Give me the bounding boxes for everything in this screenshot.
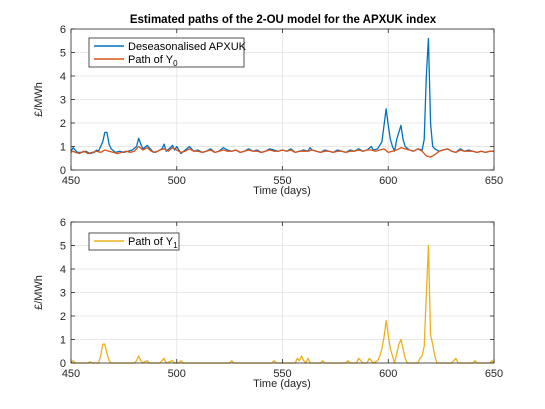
top-y-tick-label-4: 4 — [60, 71, 66, 83]
legend-label-y0-base: Path of Y — [128, 54, 174, 66]
legend-label-y0-sub: 0 — [173, 59, 178, 68]
top-y-tick-label-2: 2 — [60, 118, 66, 130]
bottom-x-axis-label: Time (days) — [253, 378, 311, 390]
top-legend-box — [88, 37, 245, 68]
top-chart: Estimated paths of the 2-OU model for th… — [33, 14, 503, 197]
bottom-y-tick-label-4: 4 — [60, 264, 66, 276]
top-x-tick-label-550: 550 — [273, 175, 291, 187]
top-y-tick-label-3: 3 — [60, 95, 66, 107]
bottom-grid — [71, 222, 494, 363]
top-y-axis-label: £/MWh — [33, 82, 45, 117]
top-series-line-1 — [70, 145, 494, 158]
legend-label-y1: Path of Y1 — [128, 236, 178, 250]
bottom-y-tick-label-3: 3 — [60, 288, 66, 300]
bottom-y-tick-label-5: 5 — [60, 241, 66, 253]
bottom-y-tick-label-6: 6 — [60, 217, 66, 229]
top-ticks: 450 500 550 600 650 0 1 2 3 4 5 6 — [60, 24, 503, 187]
bottom-x-tick-label-450: 450 — [62, 368, 80, 380]
bottom-legend: Path of Y1 — [88, 232, 180, 251]
top-y-tick-label-1: 1 — [60, 142, 66, 154]
top-y-tick-label-6: 6 — [60, 24, 66, 36]
bottom-y-tick-label-2: 2 — [60, 311, 66, 323]
legend-label-y0: Path of Y0 — [128, 54, 178, 68]
legend-label-apxuk: Deseasonalised APXUK — [128, 41, 247, 53]
top-series-layer — [70, 37, 494, 158]
bottom-x-tick-label-600: 600 — [379, 368, 397, 380]
bottom-x-tick-label-650: 650 — [485, 368, 503, 380]
bottom-x-tick-label-500: 500 — [168, 368, 186, 380]
top-x-tick-label-650: 650 — [485, 175, 503, 187]
bottom-legend-box — [88, 232, 180, 251]
top-x-tick-label-500: 500 — [168, 175, 186, 187]
bottom-ticks: 450 500 550 600 650 0 1 2 3 4 5 6 — [60, 217, 503, 380]
top-x-tick-label-600: 600 — [379, 175, 397, 187]
legend-label-y1-base: Path of Y — [128, 236, 174, 248]
bottom-chart: 450 500 550 600 650 0 1 2 3 4 5 6 Time (days) £/MWh… — [33, 217, 503, 390]
bottom-y-axis-label: £/MWh — [33, 275, 45, 310]
top-legend: Deseasonalised APXUK Path of Y0 — [88, 37, 247, 68]
legend-label-y1-sub: 1 — [173, 241, 178, 250]
bottom-x-tick-label-550: 550 — [273, 368, 291, 380]
top-x-tick-label-450: 450 — [62, 175, 80, 187]
bottom-y-tick-label-0: 0 — [60, 358, 66, 370]
bottom-y-tick-label-1: 1 — [60, 335, 66, 347]
top-y-tick-label-0: 0 — [60, 165, 66, 177]
top-x-axis-label: Time (days) — [253, 185, 311, 197]
top-chart-title: Estimated paths of the 2-OU model for th… — [130, 14, 437, 26]
top-y-tick-label-5: 5 — [60, 48, 66, 60]
